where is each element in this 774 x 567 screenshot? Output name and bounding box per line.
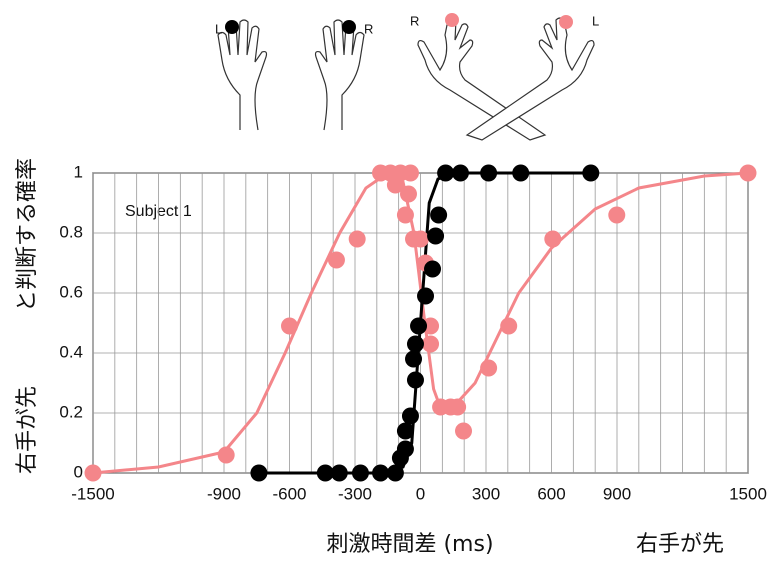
- hand-label: L: [215, 21, 222, 36]
- crossed-arm-right: [418, 18, 545, 140]
- data-point: [218, 447, 235, 464]
- data-point: [397, 441, 414, 458]
- data-point: [480, 360, 497, 377]
- data-point: [740, 165, 757, 182]
- data-point: [349, 231, 366, 248]
- data-point: [430, 207, 447, 224]
- data-point: [437, 165, 454, 182]
- marker-dot: [445, 13, 459, 27]
- y-tick-label: 0.4: [59, 342, 83, 361]
- data-point: [417, 288, 434, 305]
- y-tick-label: 0.8: [59, 222, 83, 241]
- y-axis-label: 右手が先: [15, 386, 40, 474]
- data-point: [372, 465, 389, 482]
- left-hand: [218, 20, 267, 130]
- data-point: [412, 231, 429, 248]
- x-tick-label: 1500: [729, 484, 767, 503]
- data-point: [480, 165, 497, 182]
- hand-label: R: [410, 13, 419, 28]
- data-point: [397, 423, 414, 440]
- x-tick-label: 600: [537, 484, 565, 503]
- data-point: [512, 165, 529, 182]
- x-axis-label: 刺激時間差 (ms): [326, 532, 493, 557]
- data-point: [397, 207, 414, 224]
- y-tick-label: 0: [74, 462, 83, 481]
- data-point: [427, 228, 444, 245]
- data-point: [85, 465, 102, 482]
- crossed-arm-left: [467, 18, 594, 140]
- data-point: [410, 318, 427, 335]
- data-point: [407, 372, 424, 389]
- x-tick-label: -600: [272, 484, 306, 503]
- data-point: [449, 399, 466, 416]
- y-tick-label: 0.2: [59, 402, 83, 421]
- data-point: [331, 465, 348, 482]
- data-point: [250, 465, 267, 482]
- data-point: [352, 465, 369, 482]
- data-point: [500, 318, 517, 335]
- data-point: [405, 351, 422, 368]
- hands-illustration: L R R L: [215, 13, 599, 140]
- x-tick-label: -900: [207, 484, 241, 503]
- right-hand: [316, 20, 365, 130]
- data-point: [422, 336, 439, 353]
- data-point: [582, 165, 599, 182]
- x-tick-label: -300: [338, 484, 372, 503]
- data-point: [402, 165, 419, 182]
- marker-dot: [225, 20, 239, 34]
- marker-dot: [342, 20, 356, 34]
- data-point: [608, 207, 625, 224]
- figure: L R R L Subject 1 右手が先 と判断する確率 刺激時間差 (ms…: [0, 0, 774, 562]
- hand-label: L: [592, 13, 599, 28]
- x-tick-label: -1500: [71, 484, 114, 503]
- data-point: [544, 231, 561, 248]
- x-tick-label: 900: [603, 484, 631, 503]
- data-point: [407, 336, 424, 353]
- data-point: [452, 165, 469, 182]
- y-tick-label: 1: [74, 162, 83, 181]
- x-tick-label: 300: [472, 484, 500, 503]
- data-point: [281, 318, 298, 335]
- data-point: [455, 423, 472, 440]
- y-axis-label: と判断する確率: [15, 158, 40, 312]
- x-axis-label-right: 右手が先: [636, 532, 724, 557]
- data-point: [387, 465, 404, 482]
- data-point: [424, 261, 441, 278]
- data-point: [400, 186, 417, 203]
- x-tick-label: 0: [416, 484, 425, 503]
- y-tick-label: 0.6: [59, 282, 83, 301]
- data-point: [402, 408, 419, 425]
- data-point: [328, 252, 345, 269]
- marker-dot: [559, 15, 573, 29]
- hand-label: R: [364, 21, 373, 36]
